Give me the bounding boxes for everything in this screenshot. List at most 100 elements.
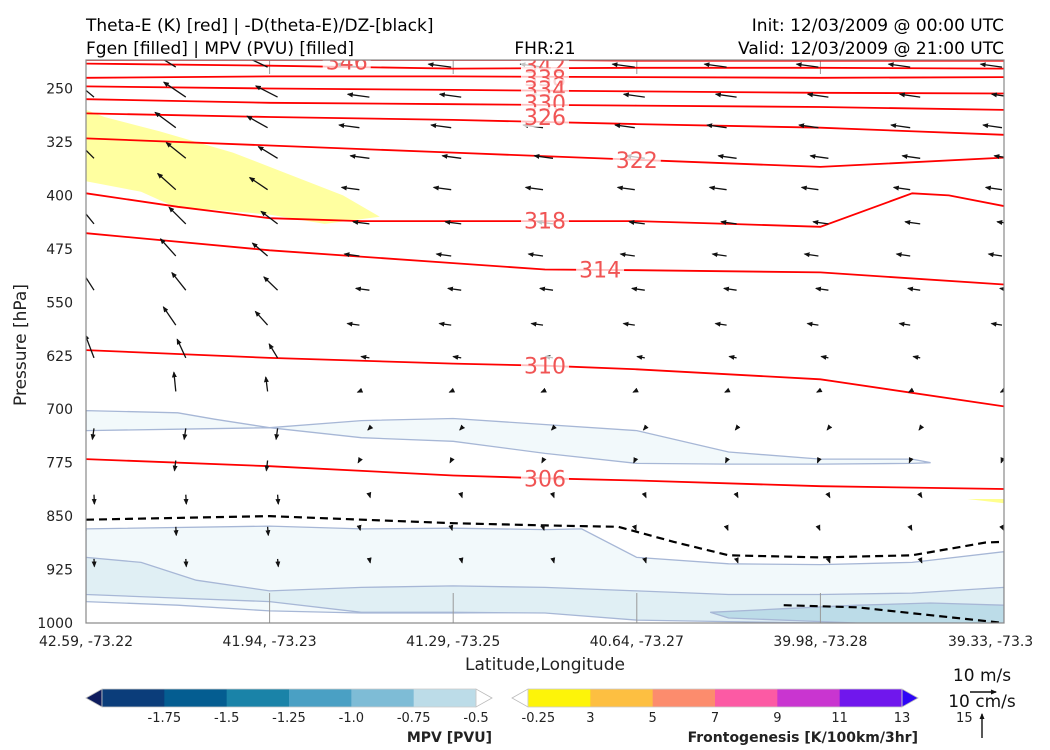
theta-e-label-bg-346 (322, 60, 371, 72)
wind-vector (723, 286, 737, 292)
wind-vector (171, 371, 177, 392)
wind-vector (633, 457, 639, 464)
wind-vector (163, 60, 177, 68)
fgen-colorbar-segment-3 (652, 689, 716, 707)
wind-vector (918, 424, 925, 431)
wind-vector (982, 123, 1003, 129)
wind-vector (806, 321, 819, 327)
wind-vector (642, 557, 647, 564)
wind-vector (614, 123, 635, 129)
x-tick-label-1: 41.94, -73.23 (223, 634, 317, 650)
wind-vector (346, 92, 370, 98)
y-tick-label-775: 775 (46, 456, 73, 472)
wind-vector (527, 252, 544, 258)
wind-vector (550, 557, 556, 564)
fgen-colorbar-frame (527, 688, 903, 708)
wind-vector (1012, 559, 1014, 563)
wind-vector (632, 387, 639, 393)
wind-vector (248, 177, 268, 191)
wind-vector (539, 286, 554, 292)
wind-vector (901, 154, 921, 159)
mpv-colorbar-segment-6 (413, 689, 477, 707)
wind-vector (907, 387, 915, 393)
wind-vector (435, 252, 452, 258)
wind-vector (360, 354, 370, 360)
wind-vector (168, 206, 187, 225)
mpv-colorbar-tick-6: -0.25 (522, 711, 556, 726)
wind-vector (714, 321, 727, 327)
wind-vector (82, 368, 84, 392)
wind-vector (979, 62, 1003, 68)
fgen-fill-region-0 (86, 109, 380, 224)
wind-vector (724, 387, 731, 393)
fgen-colorbar: 3 5 7 9 11 13 15 (511, 688, 973, 726)
wind-vector (448, 387, 456, 393)
y-tick-label-925: 925 (46, 563, 73, 579)
wind-vector (86, 213, 95, 225)
wind-vector (448, 524, 454, 532)
wind-vector (444, 219, 462, 225)
wind-vector (723, 524, 729, 532)
wind-vector (549, 491, 555, 499)
wind-vector (908, 457, 914, 464)
wind-vector (907, 524, 913, 531)
theta-e-contour-322 (86, 137, 1004, 168)
dthetae-dz-contour-1 (783, 604, 1004, 623)
fgen-colorbar-tick-5: 13 (894, 711, 911, 726)
wind-vector (611, 62, 635, 68)
wind-vector (268, 343, 279, 359)
wind-vector (524, 185, 544, 191)
wind-vector (274, 428, 280, 441)
y-tick-label-625: 625 (46, 349, 73, 365)
theta-e-label-318: 318 (524, 209, 566, 234)
wind-vector (354, 286, 370, 292)
wind-vector (728, 354, 737, 360)
wind-vector (540, 387, 547, 393)
fgen-colorbar-title: Frontogenesis [K/100km/3hr] (688, 730, 918, 746)
wind-vector (432, 185, 452, 191)
wind-vector (257, 146, 278, 159)
fgen-colorbar-tick-3: 9 (773, 711, 781, 726)
mpv-colorbar-tick-1: -1.5 (214, 711, 239, 726)
wind-vector (449, 457, 455, 464)
wind-vector (61, 49, 85, 67)
wind-vector (720, 219, 737, 225)
wind-vector (275, 558, 281, 568)
theta-e-label-bg-326 (521, 107, 569, 128)
y-tick-label-400: 400 (46, 188, 73, 204)
mpv-colorbar-segment-4 (289, 689, 352, 707)
theta-e-contour-346 (86, 60, 1004, 62)
wind-vector (1005, 357, 1012, 358)
init-time-label: Init: 12/03/2009 @ 00:00 UTC (752, 16, 1004, 36)
wind-vector (265, 526, 271, 537)
title-left-line2: Fgen [filled] | MPV (PVU) [filled] (86, 39, 354, 59)
y-tick-label-1000: 1000 (37, 616, 73, 632)
mpv-colorbar: -1.75 -1.5 -1.25 -1.0 -0.75 -0.5 -0.25 (85, 688, 556, 726)
theta-e-contour-labels: 346342338334330326322318314310306 (322, 50, 661, 492)
wind-vector (898, 92, 921, 98)
fgen-colorbar-segment-4 (715, 689, 778, 707)
wind-vector (356, 524, 362, 532)
theta-e-label-346: 346 (326, 50, 368, 75)
wind-vector (800, 185, 819, 191)
wind-vector (631, 524, 637, 532)
wind-vector (260, 210, 278, 225)
wind-vector (66, 170, 84, 190)
wind-vector (825, 557, 831, 564)
wind-vector (816, 457, 822, 464)
mpv-colorbar-tick-3: -1.0 (339, 711, 364, 726)
wind-vector (1011, 428, 1012, 430)
wind-vector (636, 354, 645, 360)
dthetae-dz-contours (86, 514, 1004, 623)
theta-e-label-bg-310 (521, 355, 569, 376)
wind-vector (441, 153, 462, 159)
y-tick-label-850: 850 (46, 509, 73, 525)
mpv-colorbar-extend-low (85, 688, 103, 708)
wind-vector (892, 185, 911, 191)
fgen-colorbar-tick-1: 5 (649, 711, 657, 726)
fgen-colorbar-tick-0: 3 (586, 711, 594, 726)
x-tick-label-5: 39.33, -73.3 (948, 634, 1033, 650)
wind-vector (86, 89, 95, 98)
fgen-fill-region-1 (967, 499, 1004, 504)
